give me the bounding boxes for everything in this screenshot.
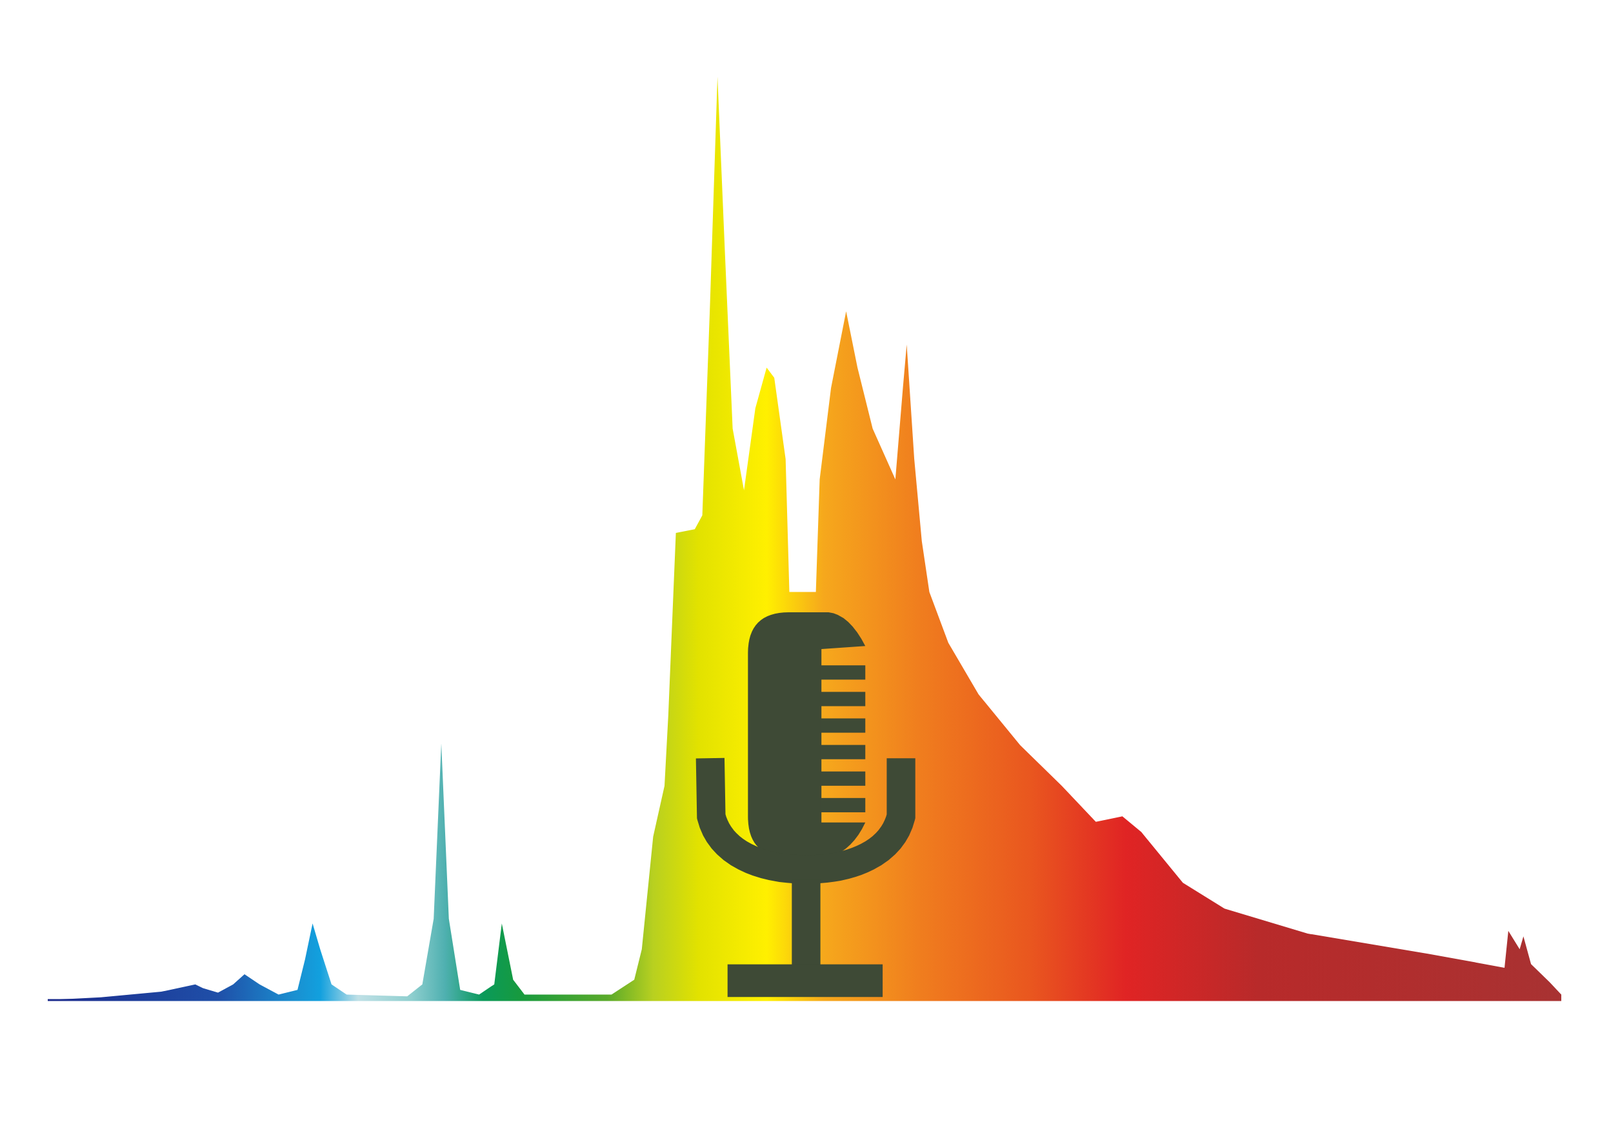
mic-grill-bar [820,771,866,786]
mic-grill-bar [820,691,866,706]
mic-grill-bar [820,718,866,733]
mic-body [747,612,866,858]
mic-grill-bar [820,798,866,813]
mic-cradle [710,758,902,870]
mic-base [727,964,883,998]
mic-grill-bar [820,745,866,760]
x-axis-line [47,999,1562,1002]
chart [0,0,1600,1142]
mic-grill-bar [820,665,866,680]
mic-stem [791,879,820,968]
spectrum-area [47,76,1562,1000]
microphone-icon [710,612,902,997]
plot-area [47,76,1562,1000]
